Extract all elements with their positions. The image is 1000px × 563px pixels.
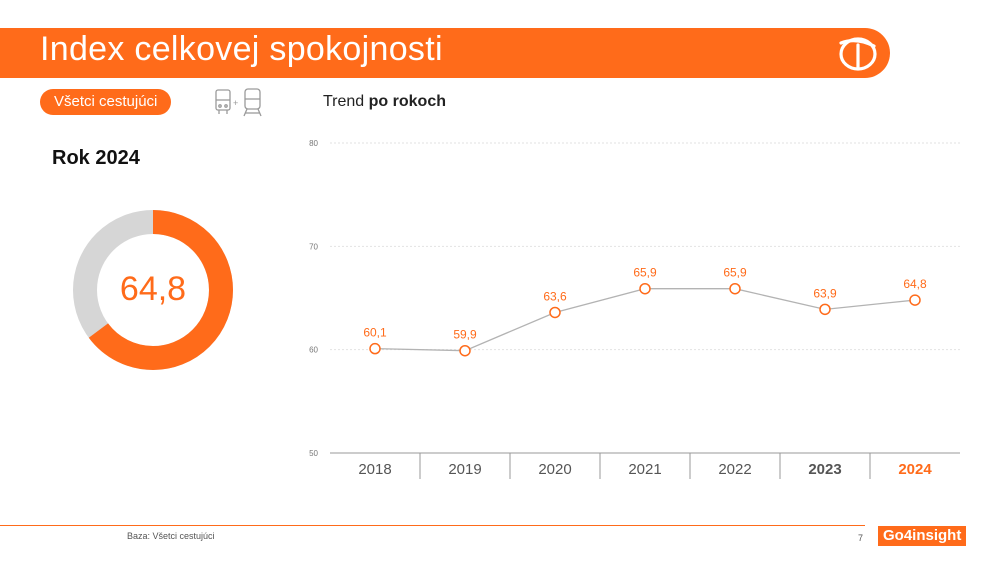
trend-label-bold: po rokoch bbox=[368, 93, 446, 110]
bus-icon bbox=[215, 89, 231, 114]
svg-text:+: + bbox=[233, 98, 238, 108]
donut-chart bbox=[73, 210, 233, 370]
data-point bbox=[369, 342, 381, 355]
data-point bbox=[639, 282, 651, 295]
year-heading: Rok 2024 bbox=[52, 147, 140, 169]
page-number: 7 bbox=[858, 533, 864, 543]
data-label: 60,1 bbox=[363, 326, 387, 340]
y-tick-label: 50 bbox=[309, 449, 318, 458]
transport-icons: + bbox=[215, 88, 262, 117]
data-label: 65,9 bbox=[723, 266, 747, 280]
data-label: 63,6 bbox=[543, 289, 567, 303]
x-tick-label: 2023 bbox=[808, 461, 841, 478]
train-icon bbox=[243, 88, 262, 117]
donut-arc bbox=[73, 210, 233, 370]
trend-line-chart: 50 60 70 80 2018 2019 2020 2021 2022 2023 2024 60,1… bbox=[309, 139, 960, 479]
data-point bbox=[729, 282, 741, 295]
brand-logo: Go4insight bbox=[878, 526, 967, 546]
data-point bbox=[909, 294, 921, 306]
x-tick-label: 2020 bbox=[538, 461, 571, 478]
x-tick-label: 2021 bbox=[628, 461, 661, 478]
x-tick-label: 2019 bbox=[448, 461, 481, 478]
donut-value: 64,8 bbox=[119, 270, 187, 308]
data-label: 64,8 bbox=[903, 277, 927, 291]
data-label: 63,9 bbox=[813, 286, 837, 300]
footer-divider bbox=[0, 525, 865, 526]
data-point bbox=[459, 344, 471, 357]
x-tick-label: 2022 bbox=[718, 461, 751, 478]
data-point bbox=[819, 303, 831, 316]
x-tick-label: 2024 bbox=[898, 461, 932, 478]
data-point bbox=[549, 306, 561, 319]
base-note: Baza: Všetci cestujúci bbox=[127, 531, 215, 541]
trend-label-prefix: Trend bbox=[323, 93, 369, 110]
data-label: 65,9 bbox=[633, 266, 657, 280]
data-label: 59,9 bbox=[453, 328, 477, 342]
y-tick-label: 80 bbox=[309, 139, 318, 148]
brand-swoosh-icon bbox=[839, 37, 877, 71]
y-tick-label: 70 bbox=[309, 242, 318, 251]
trend-label: Trend po rokoch bbox=[323, 93, 446, 111]
y-tick-label: 60 bbox=[309, 346, 318, 355]
segment-badge: Všetci cestujúci bbox=[40, 89, 172, 115]
x-tick-label: 2018 bbox=[358, 461, 391, 478]
page-title: Index celkovej spokojnosti bbox=[40, 30, 443, 68]
header-bar bbox=[0, 28, 890, 78]
